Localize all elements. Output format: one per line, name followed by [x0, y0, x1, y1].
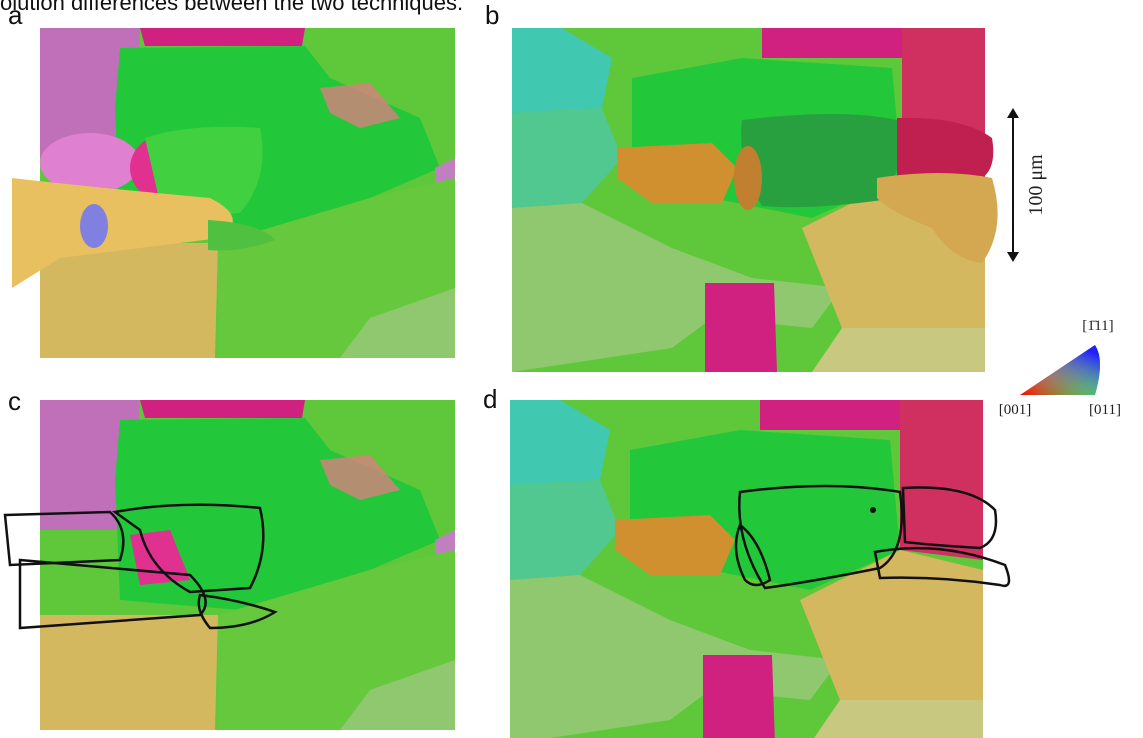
panel-label: d: [483, 384, 497, 414]
caption-fragment: olution differences between the two tech…: [0, 0, 463, 15]
figure-canvas: olution differences between the two tech…: [0, 0, 1143, 738]
key-label: [001]: [999, 402, 1032, 418]
panel-d: [510, 400, 1009, 738]
key-label: [1̄11]: [1082, 318, 1113, 334]
panel-c: [5, 400, 455, 730]
panel-label: b: [485, 0, 499, 30]
key-label: [011]: [1089, 402, 1121, 418]
panel-a: [12, 28, 455, 358]
panel-label: c: [8, 386, 21, 416]
panel-label: a: [8, 0, 23, 30]
scale-bar: 100 μm: [1007, 108, 1047, 262]
panel-b: [512, 28, 998, 372]
ipf-key: [1̄11] [001] [011]: [999, 318, 1121, 418]
figure: olution differences between the two tech…: [0, 0, 1143, 738]
scale-label: 100 μm: [1025, 154, 1047, 216]
